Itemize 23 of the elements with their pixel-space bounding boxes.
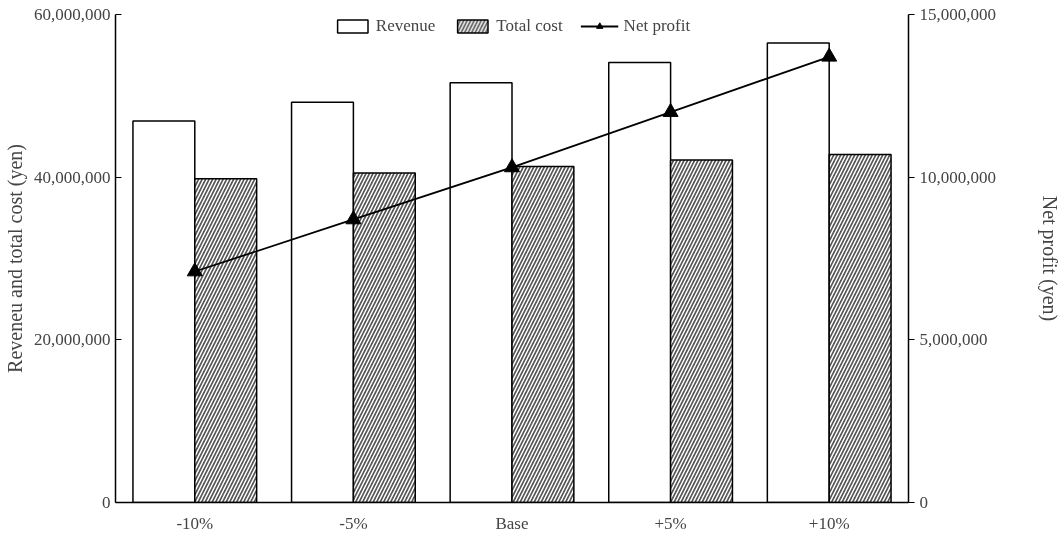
- y2-tick-label: 10,000,000: [919, 167, 996, 187]
- legend-label: Total cost: [496, 16, 563, 36]
- x-tick-label: +10%: [808, 513, 850, 533]
- y2-axis-title: Net profit (yen): [1038, 195, 1061, 322]
- legend-label: Revenue: [375, 16, 436, 36]
- x-tick-label: -10%: [176, 513, 214, 533]
- legend-label: Net profit: [623, 16, 691, 36]
- x-tick-label: +5%: [654, 513, 687, 533]
- y2-tick-label: 5,000,000: [919, 330, 988, 350]
- point: [662, 102, 679, 117]
- y-tick-label: 0: [102, 493, 111, 512]
- x-tick-label: -5%: [339, 513, 368, 533]
- point: [345, 210, 362, 225]
- y-tick-label: 60,000,000: [34, 5, 111, 24]
- y2-tick-label: 15,000,000: [919, 5, 996, 24]
- y-tick-label: 20,000,000: [34, 330, 111, 350]
- point: [504, 158, 520, 173]
- x-tick-label: Base: [495, 513, 529, 533]
- point: [821, 47, 838, 62]
- y-tick-label: 40,000,000: [34, 167, 111, 187]
- y2-tick-label: 0: [919, 493, 928, 512]
- y-axis-title: Reveneu and total cost (yen): [4, 144, 27, 373]
- point: [186, 262, 203, 277]
